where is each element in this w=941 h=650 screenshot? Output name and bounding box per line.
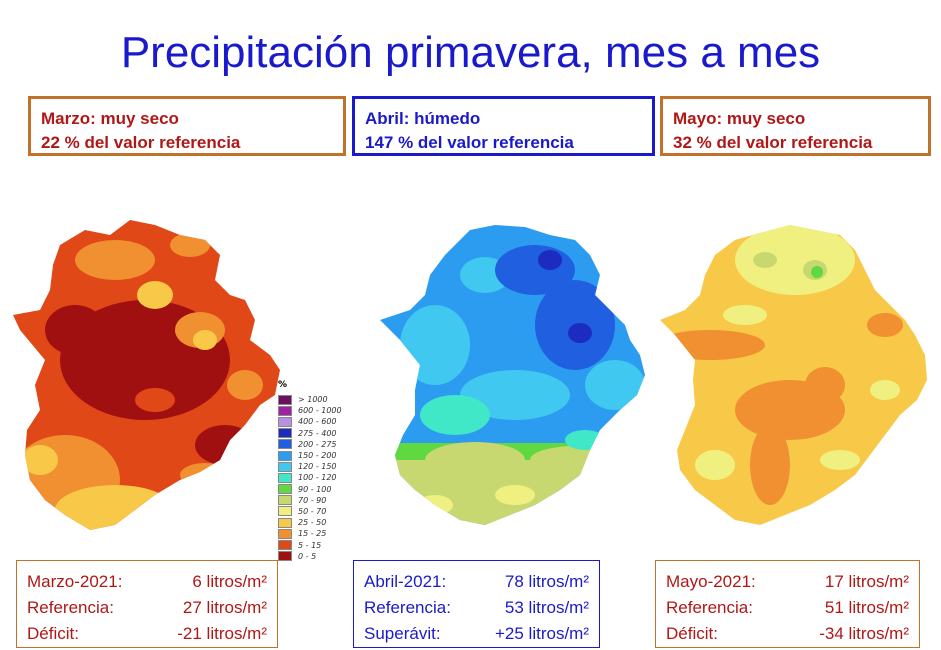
legend-swatch (278, 528, 292, 539)
legend-swatch (278, 484, 292, 495)
march-reference-row: Referencia: 27 litros/m² (27, 595, 267, 621)
april-observed-row: Abril-2021: 78 litros/m² (364, 569, 589, 595)
row-label: Abril-2021: (364, 572, 447, 591)
may-percent: 32 % del valor referencia (673, 133, 873, 152)
row-value: 53 litros/m² (504, 598, 589, 617)
march-summary-box: Marzo: muy seco 22 % del valor referenci… (28, 96, 346, 156)
legend-item: 100 - 120 (278, 472, 368, 483)
row-label: Referencia: (666, 598, 753, 617)
legend-item: 90 - 100 (278, 484, 368, 495)
march-observed-row: Marzo-2021: 6 litros/m² (27, 569, 267, 595)
march-percent: 22 % del valor referencia (41, 133, 241, 152)
row-label: Déficit: (27, 624, 79, 643)
april-reference-row: Referencia: 53 litros/m² (364, 595, 589, 621)
legend-item: 50 - 70 (278, 506, 368, 517)
april-percent: 147 % del valor referencia (365, 133, 574, 152)
may-summary-box: Mayo: muy seco 32 % del valor referencia (660, 96, 931, 156)
april-summary-box: Abril: húmedo 147 % del valor referencia (352, 96, 655, 156)
legend-swatch (278, 439, 292, 450)
row-label: Déficit: (666, 624, 718, 643)
row-label: Mayo-2021: (666, 572, 756, 591)
march-deficit-row: Déficit: -21 litros/m² (27, 621, 267, 647)
legend-swatch (278, 551, 292, 562)
march-heading: Marzo: muy seco (41, 109, 179, 128)
legend-label: 5 - 15 (298, 540, 322, 550)
legend-label: 25 - 50 (298, 518, 327, 528)
legend-item: 5 - 15 (278, 539, 368, 551)
april-surplus-row: Superávit: +25 litros/m² (364, 621, 589, 647)
april-heading: Abril: húmedo (365, 109, 481, 128)
row-label: Referencia: (27, 598, 114, 617)
row-value: 27 litros/m² (182, 598, 267, 617)
legend-swatch (278, 517, 292, 528)
legend-swatch (278, 506, 292, 517)
legend-swatch (278, 428, 292, 439)
legend-item: 25 - 50 (278, 517, 368, 528)
legend-label: 15 - 25 (298, 529, 327, 539)
legend-label: 90 - 100 (298, 484, 332, 494)
legend-swatch (278, 416, 292, 427)
may-heading: Mayo: muy seco (673, 109, 806, 128)
may-precipitation-map (660, 225, 927, 525)
legend-item: > 1000 (278, 394, 368, 405)
row-value: 51 litros/m² (824, 598, 909, 617)
legend-swatch (278, 495, 292, 506)
may-deficit-row: Déficit: -34 litros/m² (666, 621, 909, 647)
row-value: +25 litros/m² (495, 624, 589, 643)
march-totals-box: Marzo-2021: 6 litros/m² Referencia: 27 lit… (16, 560, 278, 648)
legend-unit: % (278, 380, 288, 390)
row-value: -21 litros/m² (177, 624, 267, 643)
legend-swatch (278, 405, 292, 416)
legend-item: 15 - 25 (278, 528, 368, 539)
row-value: 6 litros/m² (192, 572, 267, 591)
row-value: -34 litros/m² (819, 624, 909, 643)
page-title: Precipitación primavera, mes a mes (120, 28, 821, 77)
march-precipitation-map (13, 220, 280, 530)
legend-item: 200 - 275 (278, 439, 368, 450)
legend-item: 0 - 5 (278, 551, 368, 562)
legend-label: 400 - 600 (298, 417, 337, 427)
legend-label: 600 - 1000 (298, 406, 342, 416)
row-label: Superávit: (364, 624, 441, 643)
row-label: Referencia: (364, 598, 451, 617)
may-reference-row: Referencia: 51 litros/m² (666, 595, 909, 621)
legend-item: 400 - 600 (278, 416, 368, 427)
may-observed-row: Mayo-2021: 17 litros/m² (666, 569, 909, 595)
precipitation-legend: % > 1000 600 - 1000 400 - 600 275 - 400 200 … (278, 380, 368, 562)
legend-label: 70 - 90 (298, 495, 327, 505)
legend-swatch (278, 461, 292, 472)
legend-swatch (278, 394, 292, 405)
legend-item: 70 - 90 (278, 495, 368, 506)
legend-label: 120 - 150 (298, 462, 337, 472)
row-value: 17 litros/m² (824, 572, 909, 591)
april-precipitation-map (380, 225, 645, 525)
legend-label: 100 - 120 (298, 473, 337, 483)
legend-item: 120 - 150 (278, 461, 368, 472)
may-totals-box: Mayo-2021: 17 litros/m² Referencia: 51 lit… (655, 560, 920, 648)
legend-label: 200 - 275 (298, 439, 337, 449)
legend-item: 600 - 1000 (278, 405, 368, 416)
legend-swatch (278, 472, 292, 483)
legend-item: 150 - 200 (278, 450, 368, 461)
legend-label: 50 - 70 (298, 506, 327, 516)
legend-label: 275 - 400 (298, 428, 337, 438)
legend-label: > 1000 (298, 395, 328, 405)
row-value: 78 litros/m² (504, 572, 589, 591)
legend-label: 0 - 5 (298, 551, 317, 561)
legend-swatch (278, 450, 292, 461)
april-totals-box: Abril-2021: 78 litros/m² Referencia: 53 li… (353, 560, 600, 648)
row-label: Marzo-2021: (27, 572, 123, 591)
legend-item: 275 - 400 (278, 428, 368, 439)
legend-label: 150 - 200 (298, 451, 337, 461)
legend-swatch (278, 540, 292, 551)
